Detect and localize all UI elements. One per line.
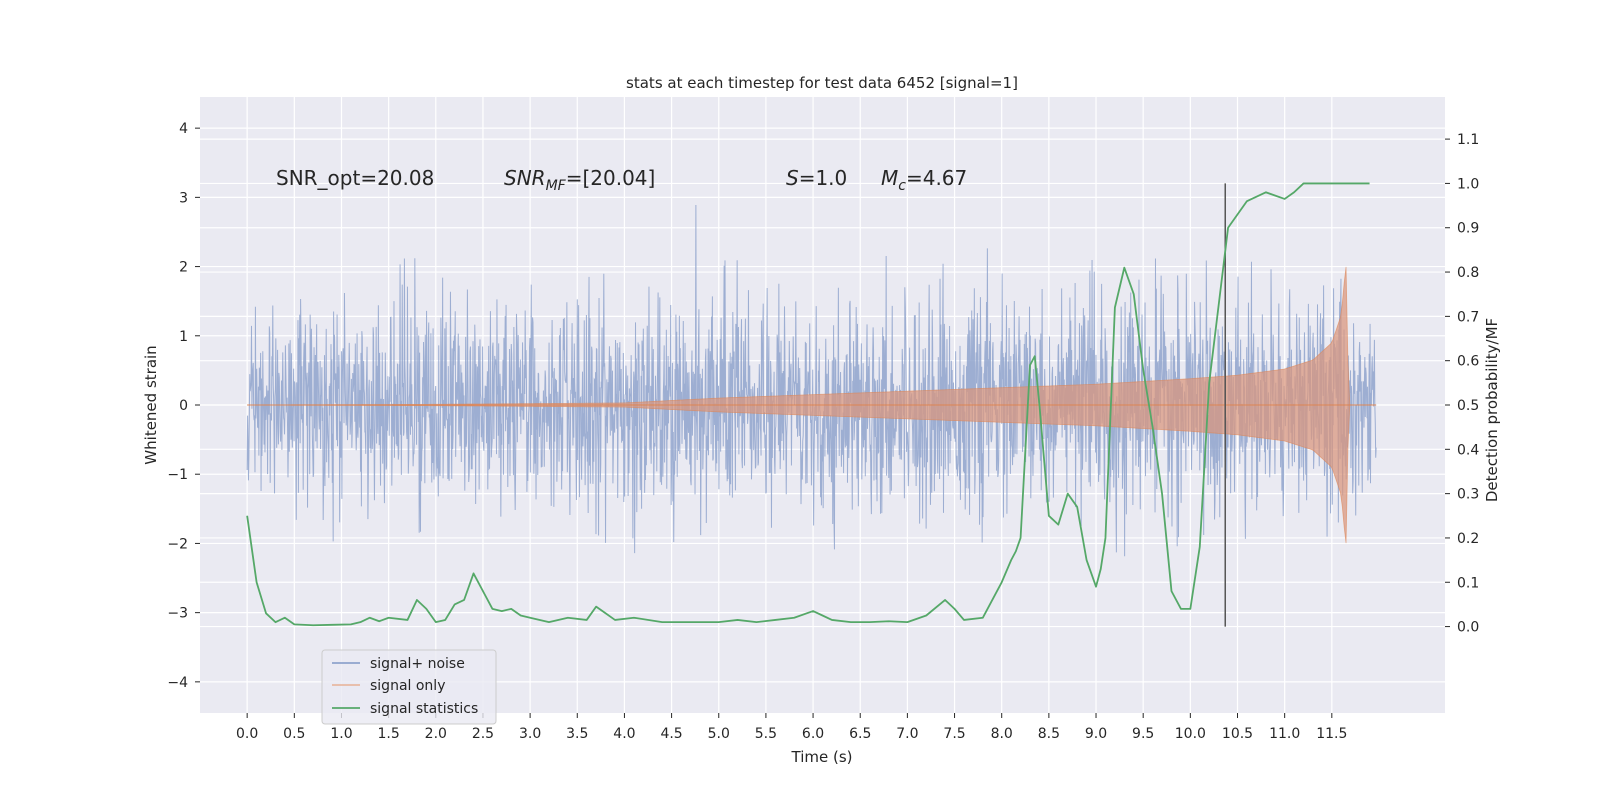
legend-label-signal-noise: signal+ noise: [370, 656, 465, 672]
x-tick-label: 1.5: [378, 726, 400, 742]
y-left-tick-label: 3: [179, 190, 188, 206]
y-left-tick-label: −4: [167, 675, 188, 691]
legend-box: [321, 649, 497, 725]
y-right-tick-label: 0.7: [1457, 309, 1479, 325]
annotation-snr-mf-symbol: SNR: [504, 166, 546, 190]
y-left-tick-label: 4: [179, 121, 188, 137]
y-right-tick-label: 0.1: [1457, 575, 1479, 591]
x-tick-label: 0.5: [283, 726, 305, 742]
series-signal-noise: [246, 204, 1377, 557]
x-tick-label: 7.0: [896, 726, 918, 742]
x-tick-label: 9.0: [1085, 726, 1107, 742]
x-tick-label: 9.5: [1132, 726, 1154, 742]
chart-title: stats at each timestep for test data 645…: [626, 74, 1018, 92]
y-left-tick-label: 1: [179, 329, 188, 345]
legend: signal+ noise signal only signal statist…: [321, 649, 497, 725]
data-layer: [246, 182, 1377, 627]
y-right-tick-label: 1.1: [1457, 132, 1479, 148]
x-tick-label: 8.5: [1038, 726, 1060, 742]
legend-label-signal-statistics: signal statistics: [370, 701, 478, 717]
annotation-mc: Mc=4.67: [881, 166, 967, 194]
x-tick-label: 6.5: [849, 726, 871, 742]
x-tick-label: 4.5: [660, 726, 682, 742]
y-left-tick-label: −3: [167, 606, 188, 622]
x-tick-label: 11.0: [1269, 726, 1300, 742]
x-tick-label: 6.0: [802, 726, 824, 742]
x-tick-label: 1.0: [330, 726, 352, 742]
x-tick-label: 5.5: [755, 726, 777, 742]
y-left-tick-label: −1: [167, 467, 188, 483]
y-right-tick-label: 0.9: [1457, 221, 1479, 237]
annotation-snr-mf-subscript: MF: [546, 178, 567, 194]
x-tick-label: 10.5: [1222, 726, 1253, 742]
y-right-tick-label: 0.3: [1457, 487, 1479, 503]
x-tick-label: 11.5: [1316, 726, 1347, 742]
annotation-s-symbol: S: [786, 166, 799, 190]
x-axis-label: Time (s): [791, 748, 853, 766]
y-right-tick-label: 1.0: [1457, 176, 1479, 192]
annotation-mc-subscript: c: [898, 178, 906, 194]
x-tick-label: 8.0: [991, 726, 1013, 742]
x-tick-label: 3.5: [566, 726, 588, 742]
annotation-s: S=1.0: [786, 166, 847, 190]
y-right-tick-label: 0.5: [1457, 398, 1479, 414]
y-axis-left-label: Whitened strain: [142, 345, 160, 464]
annotation-snr-mf-value: =[20.04]: [566, 166, 656, 190]
x-tick-label: 3.0: [519, 726, 541, 742]
x-tick-label: 2.5: [472, 726, 494, 742]
annotation-mc-value: =4.67: [906, 166, 967, 190]
y-left-tick-label: 2: [179, 260, 188, 276]
x-tick-label: 2.0: [425, 726, 447, 742]
annotation-snr-mf: SNRMF=[20.04]: [504, 166, 655, 194]
x-tick-label: 5.0: [708, 726, 730, 742]
y-right-tick-label: 0.0: [1457, 620, 1479, 636]
y-right-tick-label: 0.8: [1457, 265, 1479, 281]
y-left-tick-label: 0: [179, 398, 188, 414]
x-tick-label: 0.0: [236, 726, 258, 742]
series-signal-statistics: [246, 182, 1370, 627]
y-axis-right-label: Detection probability/MF: [1483, 318, 1501, 502]
legend-label-signal-only: signal only: [370, 678, 445, 694]
annotation-mc-symbol: M: [881, 166, 898, 190]
annotation-s-value: =1.0: [799, 166, 848, 190]
y-left-tick-label: −2: [167, 536, 188, 552]
axes: 0.0 0.5 1.0 1.5 2.0 2.5 3.0 3.5 4.0 4.5 5.0 5.5 6.0 6…: [167, 121, 1479, 742]
x-tick-label: 4.0: [613, 726, 635, 742]
y-right-tick-label: 0.6: [1457, 354, 1479, 370]
x-tick-label: 10.0: [1175, 726, 1206, 742]
annotation-snr-opt: SNR_opt=20.08: [276, 166, 434, 190]
y-right-tick-label: 0.4: [1457, 442, 1479, 458]
x-tick-label: 7.5: [943, 726, 965, 742]
y-right-tick-label: 0.2: [1457, 531, 1479, 547]
